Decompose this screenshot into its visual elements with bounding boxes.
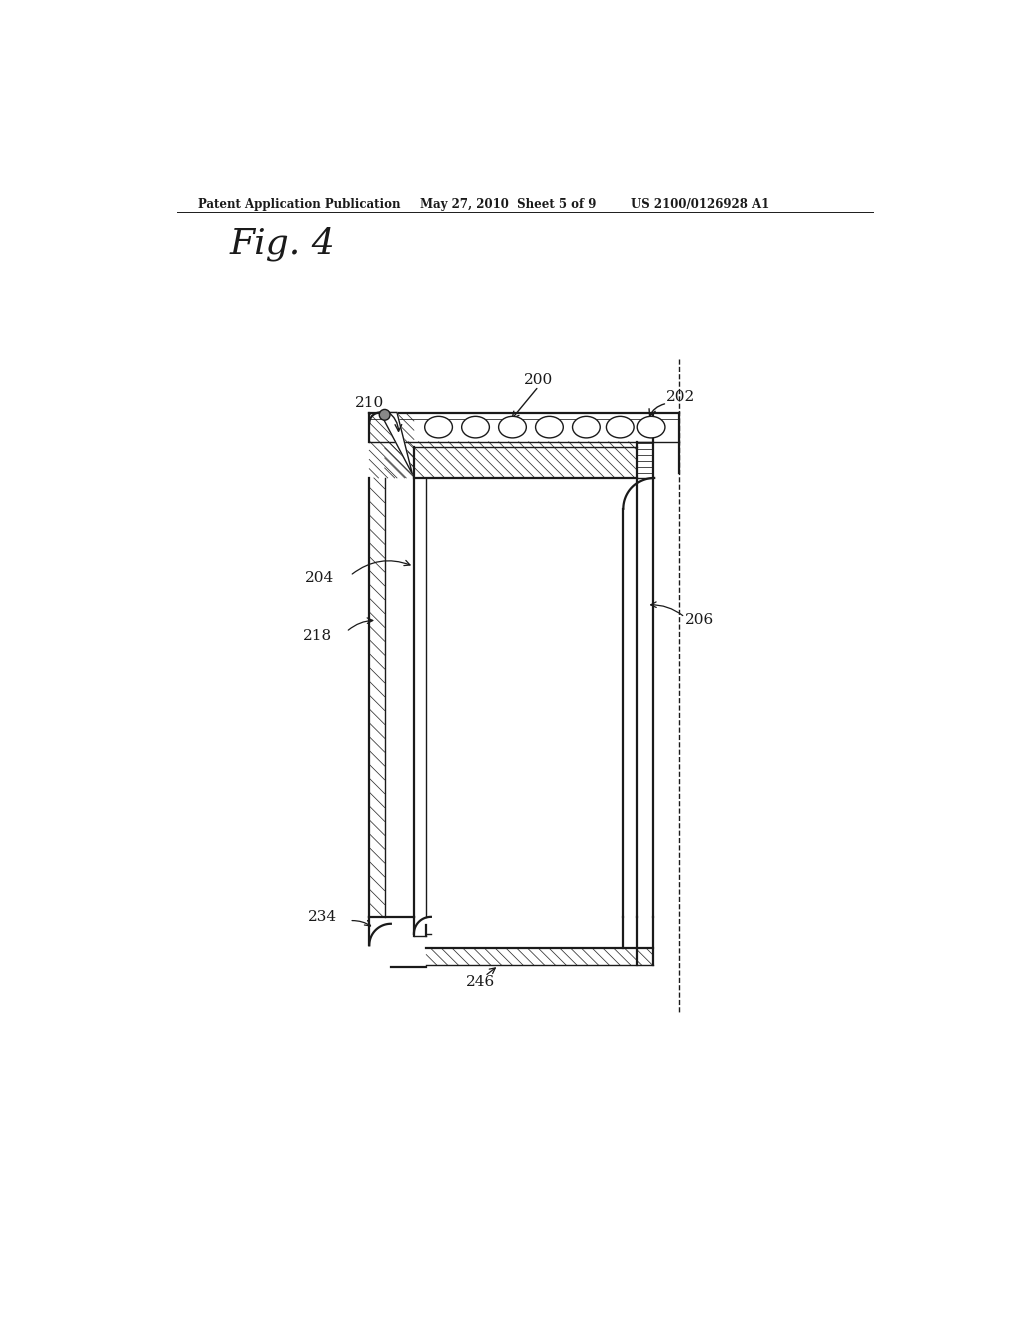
Polygon shape <box>380 412 413 474</box>
Text: 246: 246 <box>466 975 496 989</box>
Text: 210: 210 <box>355 396 385 411</box>
Text: 206: 206 <box>685 614 714 627</box>
Text: US 2100/0126928 A1: US 2100/0126928 A1 <box>631 198 769 211</box>
Text: Fig. 4: Fig. 4 <box>229 226 335 260</box>
Ellipse shape <box>637 416 665 438</box>
Ellipse shape <box>606 416 634 438</box>
Circle shape <box>379 409 390 420</box>
Text: May 27, 2010  Sheet 5 of 9: May 27, 2010 Sheet 5 of 9 <box>420 198 596 211</box>
Text: Patent Application Publication: Patent Application Publication <box>199 198 400 211</box>
Ellipse shape <box>425 416 453 438</box>
Ellipse shape <box>572 416 600 438</box>
Text: 218: 218 <box>303 628 333 643</box>
Text: 202: 202 <box>666 391 695 404</box>
Text: 234: 234 <box>308 909 337 924</box>
Ellipse shape <box>536 416 563 438</box>
Ellipse shape <box>462 416 489 438</box>
Text: 200: 200 <box>524 374 553 387</box>
Text: 204: 204 <box>305 572 335 585</box>
Ellipse shape <box>499 416 526 438</box>
